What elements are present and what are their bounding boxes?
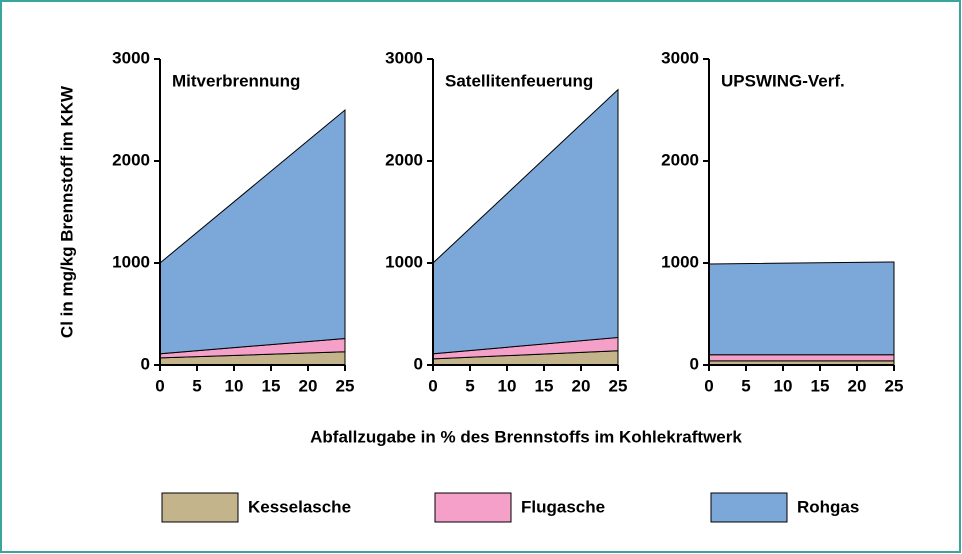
x-tick-label: 5	[465, 376, 474, 395]
x-tick-label: 25	[609, 376, 628, 395]
legend-swatch	[710, 492, 788, 523]
y-tick-label: 2000	[385, 150, 423, 169]
y-tick-label: 3000	[112, 48, 150, 67]
area	[708, 354, 895, 362]
x-tick-label: 5	[192, 376, 201, 395]
legend-label: Flugasche	[521, 497, 605, 516]
x-tick-label: 25	[336, 376, 355, 395]
x-tick-label: 15	[811, 376, 830, 395]
x-tick-label: 15	[262, 376, 281, 395]
x-tick-label: 10	[774, 376, 793, 395]
y-tick-label: 1000	[385, 252, 423, 271]
legend-label: Rohgas	[797, 497, 859, 516]
y-tick-label: 2000	[112, 150, 150, 169]
x-axis-label: Abfallzugabe in % des Brennstoffs im Koh…	[310, 427, 742, 446]
legend-swatch	[161, 492, 239, 523]
x-tick-label: 20	[299, 376, 318, 395]
x-tick-label: 0	[155, 376, 164, 395]
x-tick-label: 0	[428, 376, 437, 395]
y-tick-label: 0	[414, 354, 423, 373]
x-tick-label: 15	[535, 376, 554, 395]
x-tick-label: 10	[498, 376, 517, 395]
x-tick-label: 5	[741, 376, 750, 395]
panel-title: Mitverbrennung	[172, 71, 300, 90]
y-tick-label: 0	[690, 354, 699, 373]
y-tick-label: 3000	[385, 48, 423, 67]
area	[708, 261, 895, 356]
panel-title: UPSWING-Verf.	[721, 71, 845, 90]
y-tick-label: 2000	[661, 150, 699, 169]
x-tick-label: 0	[704, 376, 713, 395]
y-tick-label: 1000	[112, 252, 150, 271]
y-tick-label: 1000	[661, 252, 699, 271]
x-tick-label: 20	[848, 376, 867, 395]
x-tick-label: 10	[225, 376, 244, 395]
x-tick-label: 20	[572, 376, 591, 395]
legend-swatch	[434, 492, 512, 523]
panel-title: Satellitenfeuerung	[445, 71, 593, 90]
legend-label: Kesselasche	[248, 497, 351, 516]
y-tick-label: 3000	[661, 48, 699, 67]
y-tick-label: 0	[141, 354, 150, 373]
x-tick-label: 25	[885, 376, 904, 395]
y-axis-label: Cl in mg/kg Brennstoff im KKW	[57, 85, 76, 338]
